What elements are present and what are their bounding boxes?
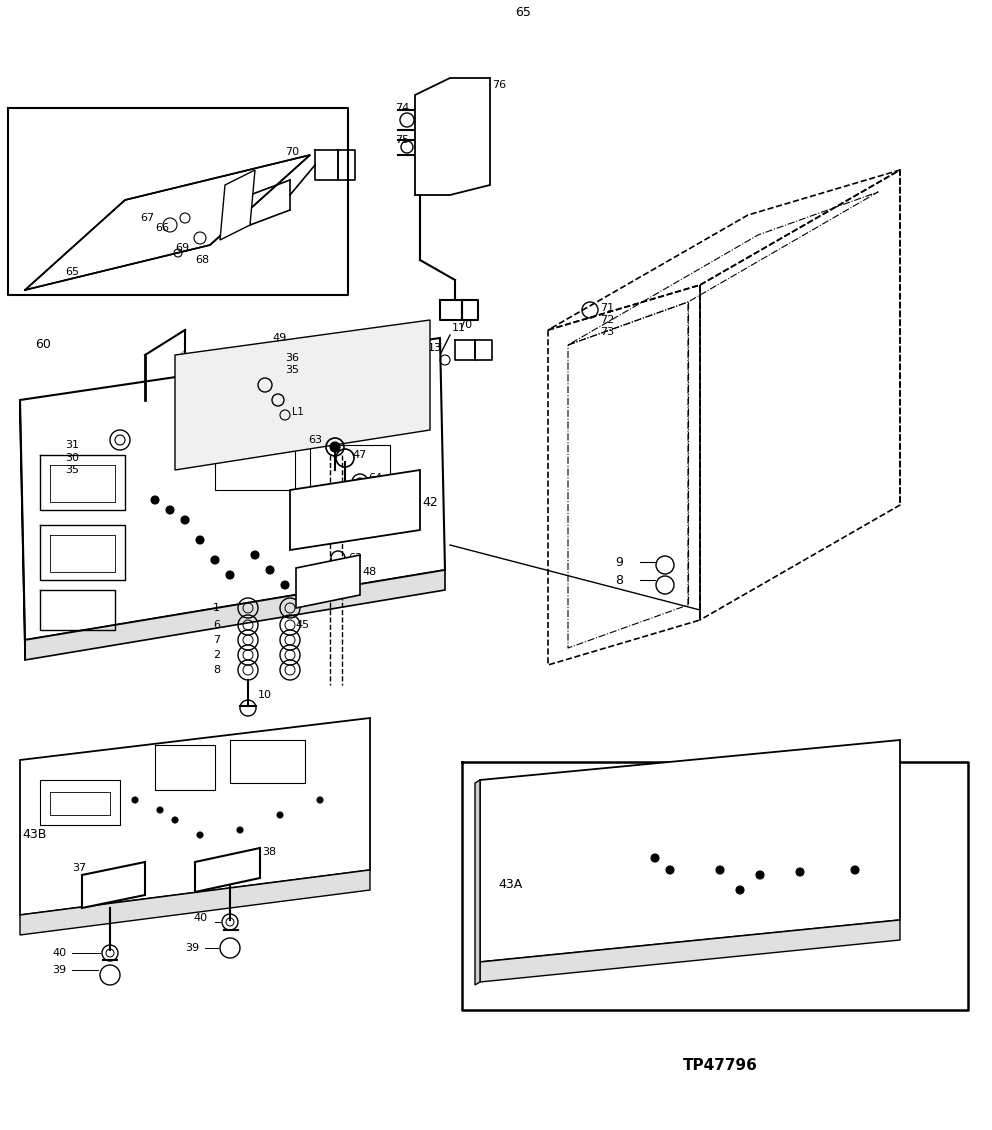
- Polygon shape: [195, 848, 260, 892]
- Text: 39: 39: [185, 944, 199, 953]
- Circle shape: [666, 866, 674, 873]
- Polygon shape: [415, 78, 490, 195]
- Text: 12: 12: [400, 365, 414, 375]
- Circle shape: [251, 551, 259, 559]
- Text: 60: 60: [35, 339, 51, 351]
- Circle shape: [266, 566, 274, 574]
- Text: 68: 68: [195, 255, 209, 266]
- Circle shape: [237, 827, 243, 833]
- Text: 65: 65: [515, 6, 531, 18]
- Polygon shape: [175, 320, 430, 470]
- Circle shape: [756, 871, 764, 879]
- Text: 45: 45: [295, 620, 310, 631]
- Text: 13: 13: [428, 344, 442, 353]
- Text: 62: 62: [348, 553, 362, 563]
- Text: 10: 10: [258, 690, 272, 699]
- Polygon shape: [82, 862, 145, 909]
- Circle shape: [132, 797, 138, 803]
- Circle shape: [330, 442, 340, 452]
- Polygon shape: [25, 155, 310, 290]
- Text: 69: 69: [175, 243, 189, 253]
- Text: 39: 39: [52, 965, 66, 975]
- Circle shape: [736, 886, 744, 894]
- Circle shape: [157, 807, 163, 812]
- Text: 6: 6: [213, 620, 220, 631]
- Polygon shape: [220, 170, 255, 240]
- Text: 66: 66: [155, 223, 169, 233]
- Text: 76: 76: [492, 80, 506, 90]
- Circle shape: [166, 506, 174, 514]
- Circle shape: [796, 868, 804, 876]
- Text: 8: 8: [615, 574, 623, 586]
- Circle shape: [296, 525, 304, 534]
- Text: 38: 38: [262, 848, 276, 857]
- Circle shape: [197, 832, 203, 838]
- Text: 40: 40: [193, 913, 207, 923]
- Text: 37: 37: [72, 863, 86, 873]
- Text: 48: 48: [362, 567, 376, 577]
- Polygon shape: [475, 780, 480, 985]
- Circle shape: [346, 506, 354, 514]
- Text: 49: 49: [272, 333, 287, 344]
- Circle shape: [196, 536, 204, 544]
- Circle shape: [277, 812, 283, 818]
- Text: 47: 47: [352, 450, 366, 460]
- Text: 11: 11: [452, 323, 466, 333]
- Text: 36: 36: [285, 353, 299, 363]
- Circle shape: [172, 817, 178, 823]
- Polygon shape: [20, 338, 445, 640]
- Text: 35: 35: [285, 365, 299, 375]
- Circle shape: [281, 581, 289, 589]
- Circle shape: [651, 854, 659, 862]
- Text: 40: 40: [52, 948, 66, 958]
- Text: 31: 31: [65, 440, 79, 450]
- Polygon shape: [296, 555, 360, 608]
- Circle shape: [317, 797, 323, 803]
- Polygon shape: [290, 470, 420, 550]
- Text: 67: 67: [140, 212, 154, 223]
- Text: 42: 42: [422, 495, 437, 508]
- Text: 35: 35: [65, 466, 79, 475]
- Text: 2: 2: [213, 650, 220, 660]
- Text: L1: L1: [292, 407, 304, 417]
- Circle shape: [181, 516, 189, 524]
- Circle shape: [211, 556, 219, 564]
- Polygon shape: [480, 920, 900, 982]
- Text: 7: 7: [213, 635, 220, 645]
- Text: 9: 9: [615, 556, 623, 568]
- Text: 70: 70: [285, 147, 300, 157]
- Text: 73: 73: [600, 327, 614, 337]
- Circle shape: [386, 525, 394, 534]
- Text: 1: 1: [213, 603, 220, 612]
- Polygon shape: [480, 740, 900, 962]
- Polygon shape: [20, 718, 370, 915]
- Text: 75: 75: [395, 134, 409, 145]
- Text: 30: 30: [65, 453, 79, 463]
- Text: 70: 70: [458, 320, 472, 330]
- Text: 43A: 43A: [498, 878, 522, 892]
- Text: 65: 65: [65, 267, 79, 277]
- Polygon shape: [20, 870, 370, 935]
- Text: 64: 64: [368, 473, 382, 483]
- Text: TP47796: TP47796: [682, 1058, 758, 1072]
- Polygon shape: [25, 570, 445, 660]
- Text: 74: 74: [395, 103, 410, 113]
- Text: 8: 8: [213, 664, 220, 675]
- Text: 63: 63: [308, 435, 322, 445]
- Text: 43B: 43B: [22, 828, 47, 842]
- Polygon shape: [20, 400, 25, 660]
- Circle shape: [151, 496, 159, 504]
- Text: 72: 72: [600, 315, 614, 325]
- Circle shape: [226, 571, 234, 579]
- Text: 71: 71: [600, 303, 614, 313]
- Circle shape: [716, 866, 724, 873]
- Circle shape: [851, 866, 859, 873]
